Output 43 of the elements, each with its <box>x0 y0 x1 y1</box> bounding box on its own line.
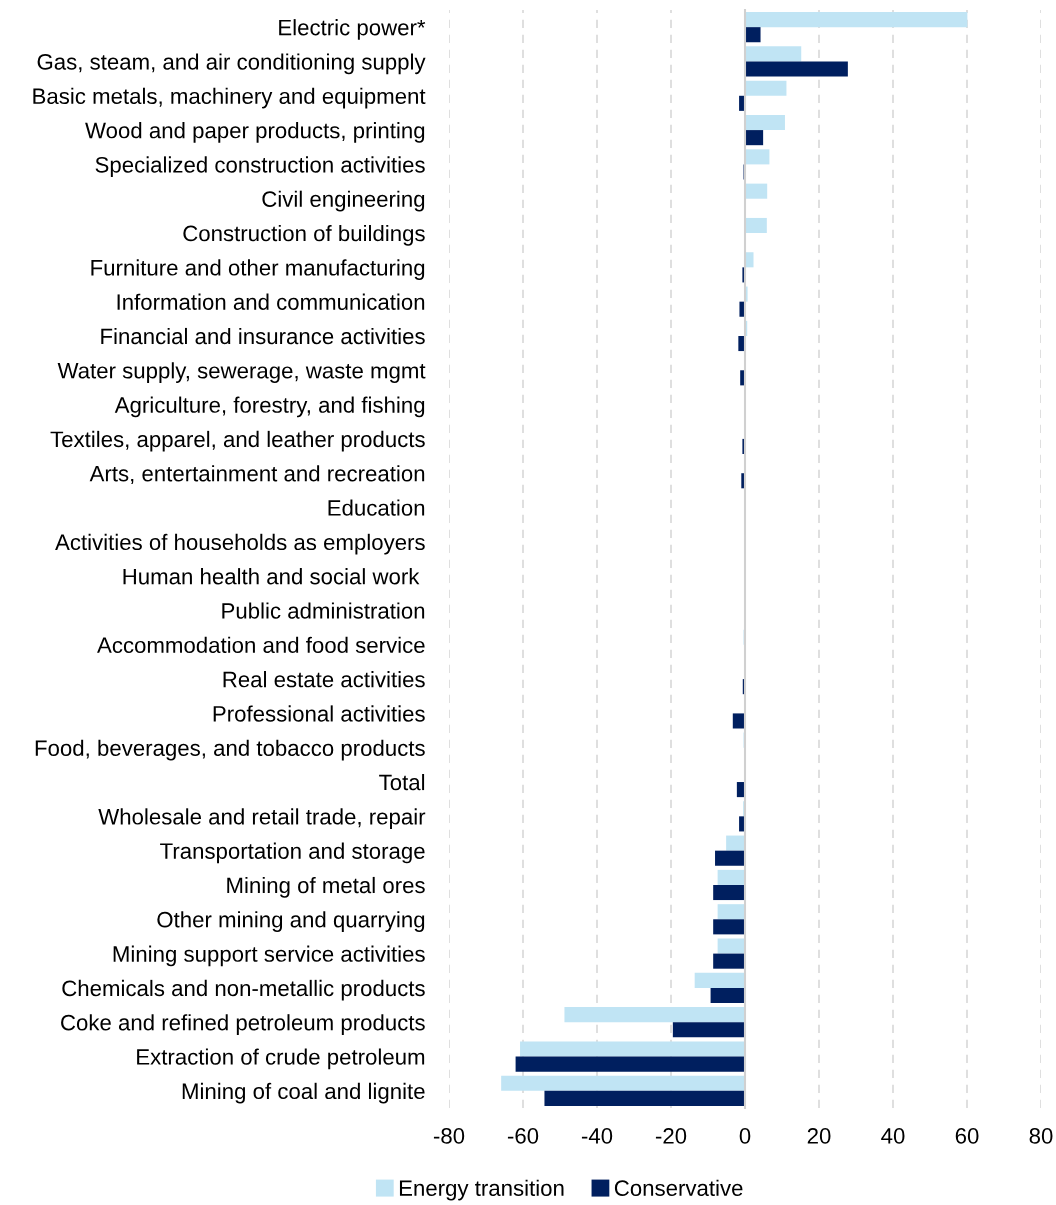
y-tick-label: Wholesale and retail trade, repair <box>98 808 426 830</box>
legend-label: Energy transition <box>399 1179 564 1201</box>
y-tick-label: Water supply, sewerage, waste mgmt <box>57 362 426 383</box>
y-tick-label: Education <box>328 499 425 516</box>
x-tick-label: -40 <box>581 1128 613 1144</box>
y-tick-label: Specialized construction activities <box>95 156 425 178</box>
y-tick-label: Food, beverages, and tobacco products <box>35 739 425 761</box>
y-tick-label: Other mining and quarrying <box>157 911 425 932</box>
x-tick-label: 20 <box>807 1128 831 1144</box>
x-tick-label: 40 <box>881 1128 905 1144</box>
y-tick-label: Financial and insurance activities <box>101 327 425 345</box>
y-tick-label: Furniture and other manufacturing <box>91 259 425 281</box>
x-tick-label: -80 <box>433 1128 465 1144</box>
y-tick-label: Wood and paper products, printing <box>85 122 425 143</box>
y-tick-label: Human health and social work <box>123 568 420 585</box>
x-tick-label: 80 <box>1029 1128 1053 1144</box>
y-tick-label: Accommodation and food service <box>97 636 425 654</box>
y-tick-label: Civil engineering <box>262 190 425 212</box>
y-tick-label: Total <box>379 773 425 791</box>
y-tick-label: Information and communication <box>117 293 425 310</box>
y-tick-label: Gas, steam, and air conditioning supply <box>37 53 426 75</box>
y-tick-label: Electric power* <box>279 19 426 40</box>
y-tick-label: Coke and refined petroleum products <box>61 1014 425 1035</box>
y-tick-label: Chemicals and non-metallic products <box>62 979 425 1001</box>
y-tick-label: Construction of buildings <box>183 224 425 246</box>
y-tick-label: Mining support service activities <box>113 945 425 967</box>
y-tick-label: Mining of metal ores <box>227 876 425 898</box>
y-tick-label: Transportation and storage <box>160 842 425 864</box>
y-tick-label: Extraction of crude petroleum <box>137 1048 425 1070</box>
y-tick-label: Basic metals, machinery and equipment <box>33 87 426 109</box>
y-tick-label: Agriculture, forestry, and fishing <box>114 396 425 418</box>
x-tick-label: 60 <box>955 1128 979 1144</box>
x-tick-label: -20 <box>655 1128 687 1144</box>
y-tick-label: Activities of households as employers <box>55 533 425 555</box>
y-tick-label: Real estate activities <box>223 671 425 688</box>
y-tick-label: Textiles, apparel, and leather products <box>50 430 425 452</box>
y-tick-label: Professional activities <box>213 705 425 722</box>
y-tick-label: Arts, entertainment and recreation <box>89 465 425 485</box>
y-tick-label: Public administration <box>222 602 425 619</box>
y-tick-label: Mining of coal and lignite <box>182 1082 425 1104</box>
x-tick-label: 0 <box>739 1128 751 1144</box>
legend-label: Conservative <box>614 1179 743 1197</box>
x-tick-label: -60 <box>507 1128 539 1144</box>
